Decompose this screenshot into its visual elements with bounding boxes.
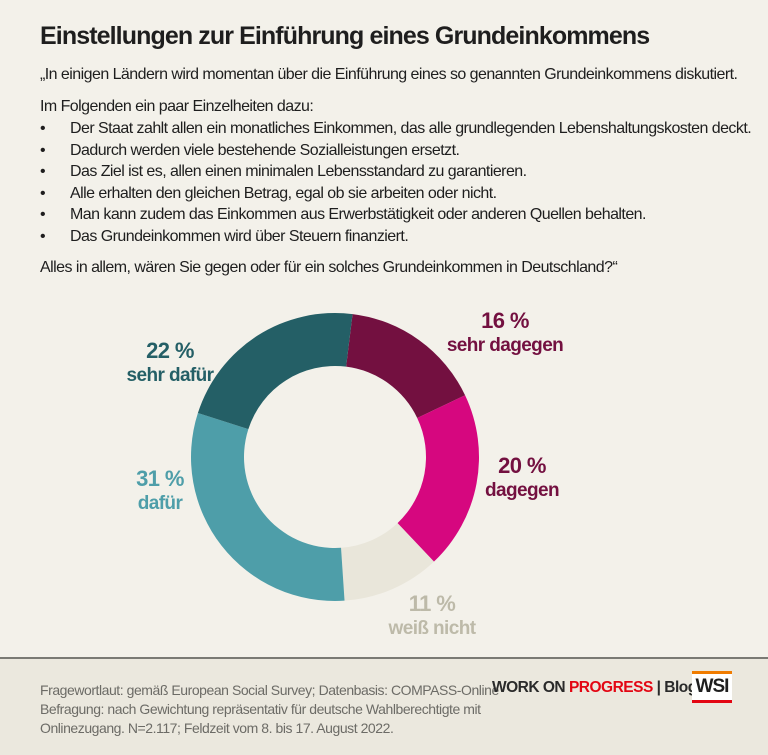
slice-value: 22 % [146,338,194,363]
slice-name: weiß nicht [388,618,477,639]
slice-value: 20 % [498,453,546,478]
note-line: Fragewortlaut: gemäß European Social Sur… [40,682,499,698]
slice-value: 11 % [408,591,456,616]
bullet-item: • Das Ziel ist es, allen einen minimalen … [40,163,527,181]
intro-text: „In einigen Ländern wird momentan über d… [40,66,738,83]
slice-value: 31 % [136,466,184,491]
slice-name: dafür [137,493,183,514]
bullet-icon: • [40,184,46,202]
donut-slice-dagegen [397,395,479,562]
bullet-icon: • [40,141,46,159]
bullet-icon: • [40,120,46,137]
lead-text: Im Folgenden ein paar Einzelheiten dazu: [40,98,314,115]
brand-wordmark: WORK ON PROGRESS | Blog [492,679,697,697]
slice-label: 22 % sehr dafür [126,338,215,388]
bullet-text: Das Grundeinkommen wird über Steuern fin… [70,227,409,245]
donut-slice-sehr-dagegen [346,314,466,418]
chart-title: Einstellungen zur Einführung eines Grund… [40,22,650,50]
bullet-text: Dadurch werden viele bestehende Sozialle… [70,141,460,159]
bullet-icon: • [40,227,46,245]
bullet-text: Man kann zudem das Einkommen aus Erwerbs… [70,206,646,223]
slice-label: 16 % sehr dagegen [446,308,564,358]
slice-value: 16 % [481,308,529,333]
slice-label: 31 % dafür [136,466,184,516]
note-line: Onlinezugang. N=2.117; Feldzeit vom 8. b… [40,720,394,736]
source-note: Fragewortlaut: gemäß European Social Sur… [40,681,499,738]
bullet-text: Das Ziel ist es, allen einen minimalen L… [70,163,527,180]
bullet-item: • Dadurch werden viele bestehende Soziall… [40,141,460,160]
bullet-text: Alle erhalten den gleichen Betrag, egal … [70,184,497,202]
bullet-icon: • [40,163,46,180]
bullet-item: • Alle erhalten den gleichen Betrag, egal… [40,185,497,203]
note-line: Befragung: nach Gewichtung repräsentativ… [40,701,481,717]
wsi-logo: WSI [692,671,732,703]
slice-name: dagegen [485,480,560,501]
footer: Fragewortlaut: gemäß European Social Sur… [0,657,768,755]
donut-chart [191,313,479,601]
bullet-item: • Das Grundeinkommen wird über Steuern fi… [40,227,409,246]
donut-slice-dafür [191,412,345,601]
brand-part: Blog [664,679,697,696]
slice-label: 11 % weiß nicht [388,591,477,641]
bullet-item: • Man kann zudem das Einkommen aus Erwerb… [40,206,646,224]
bullet-item: • Der Staat zahlt allen ein monatliches E… [40,120,752,138]
question-text: Alles in allem, wären Sie gegen oder für… [40,259,618,276]
bullet-text: Der Staat zahlt allen ein monatliches Ei… [70,120,752,137]
brand-part: WORK ON [492,679,569,696]
donut-slice-sehr-dafür [197,313,353,430]
brand-separator: | [652,679,665,696]
brand-part: PROGRESS [568,679,653,696]
slice-name: sehr dafür [126,365,215,386]
donut-slice-weiss-nicht [341,523,434,601]
slice-label: 20 % dagegen [485,453,560,503]
slice-name: sehr dagegen [446,335,564,356]
bullet-icon: • [40,206,46,223]
